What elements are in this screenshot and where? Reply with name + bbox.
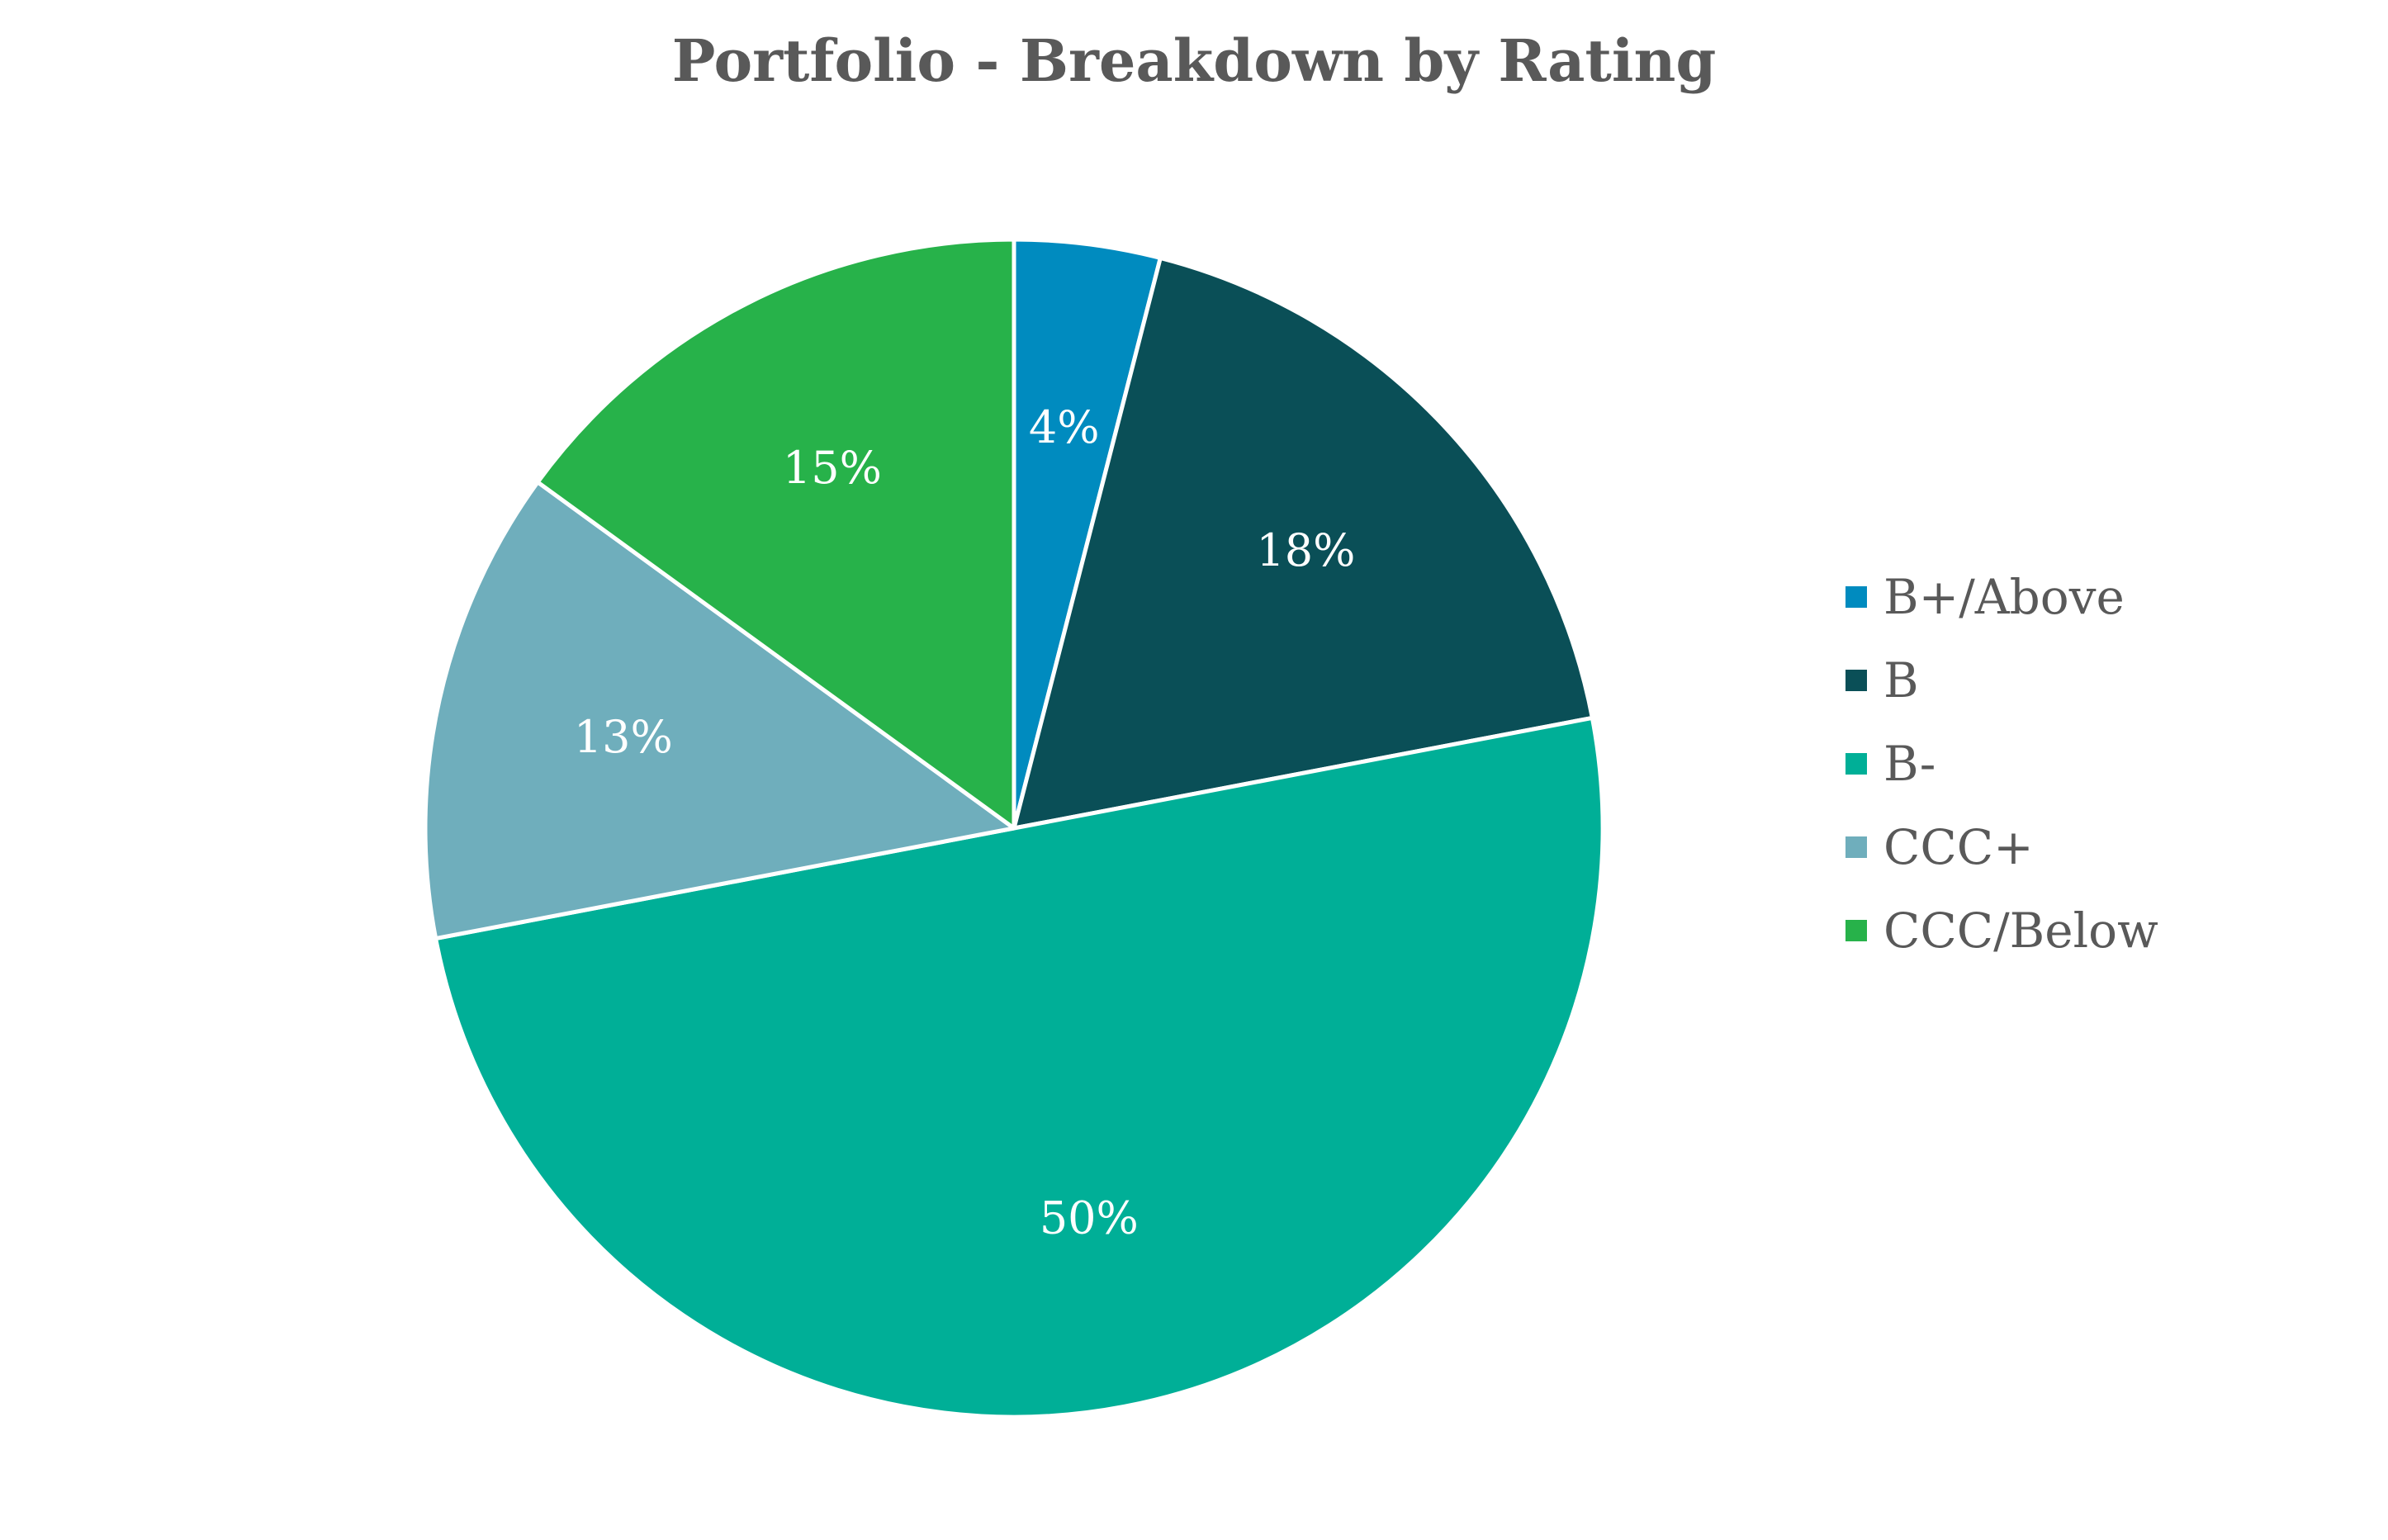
- pie-slices: [423, 237, 1605, 1419]
- legend-swatch: [1845, 669, 1867, 691]
- data-label: 15%: [783, 442, 882, 494]
- data-label: 50%: [1040, 1192, 1139, 1244]
- legend-item-ccc-below: CCC/Below: [1845, 888, 2158, 972]
- legend-label: B-: [1883, 735, 1936, 792]
- legend-item-ccc-plus: CCC+: [1845, 805, 2158, 888]
- legend-item-b-plus-above: B+/Above: [1845, 555, 2158, 638]
- slice-ccc-below: [535, 237, 1016, 831]
- slice-b-minus: [434, 715, 1605, 1419]
- slice-ccc-plus: [423, 480, 1016, 941]
- data-label: 13%: [574, 711, 673, 763]
- slice-b: [1012, 255, 1594, 831]
- legend-item-b: B: [1845, 638, 2158, 722]
- legend-swatch: [1845, 585, 1867, 608]
- legend: B+/Above B B- CCC+ CCC/Below: [1845, 555, 2158, 972]
- legend-label: CCC+: [1883, 818, 2034, 875]
- legend-swatch: [1845, 919, 1867, 941]
- legend-label: B+/Above: [1883, 568, 2125, 625]
- legend-swatch: [1845, 752, 1867, 775]
- data-label: 4%: [1029, 401, 1100, 453]
- legend-label: B: [1883, 652, 1919, 708]
- legend-item-b-minus: B-: [1845, 722, 2158, 805]
- data-label: 18%: [1256, 524, 1355, 576]
- chart-title: Portfolio - Breakdown by Rating: [671, 26, 1717, 95]
- legend-label: CCC/Below: [1883, 902, 2158, 959]
- legend-swatch: [1845, 836, 1867, 858]
- pie-labels: 4% 18% 50% 13% 15%: [574, 401, 1356, 1244]
